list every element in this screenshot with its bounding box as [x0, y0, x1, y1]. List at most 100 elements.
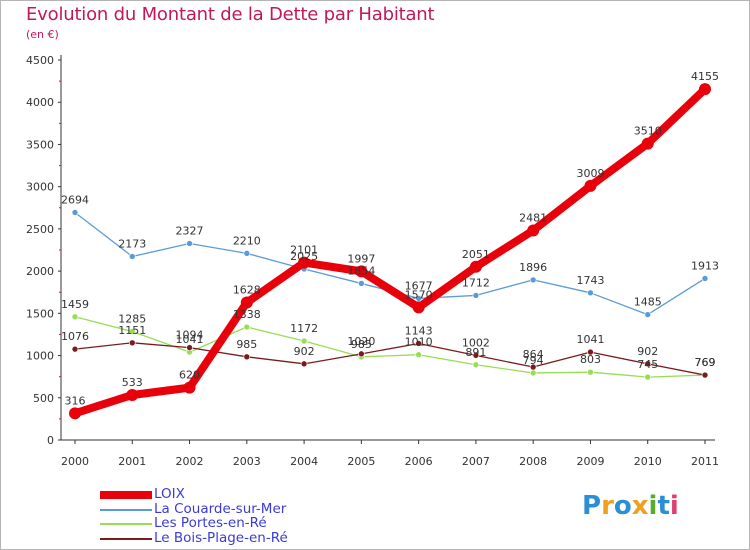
data-point [584, 179, 597, 192]
data-point [243, 250, 251, 257]
legend-swatch [100, 508, 152, 511]
data-point [472, 361, 480, 369]
data-point [300, 337, 308, 345]
data-label: 803 [580, 353, 601, 366]
data-label: 902 [294, 345, 315, 358]
x-tick-label: 2005 [347, 455, 375, 468]
x-tick-label: 2011 [691, 455, 719, 468]
data-label: 620 [179, 369, 200, 382]
series-line-0 [71, 85, 709, 418]
data-point [69, 407, 81, 420]
x-tick-label: 2000 [61, 455, 89, 468]
y-tick-label: 0 [47, 434, 54, 447]
data-point [644, 311, 652, 318]
data-point [699, 83, 711, 96]
logo-letter: i [669, 491, 679, 521]
data-point [358, 350, 365, 358]
x-tick-label: 2003 [233, 455, 261, 468]
data-point [358, 280, 365, 287]
logo-letter: o [613, 491, 632, 521]
data-label: 2210 [233, 234, 261, 247]
data-label: 1285 [118, 312, 146, 325]
data-label: 769 [695, 356, 716, 369]
data-label: 1076 [61, 330, 89, 343]
chart-title: Evolution du Montant de la Dette par Hab… [26, 4, 435, 25]
data-label: 1459 [61, 298, 89, 311]
legend-label: La Couarde-sur-Mer [154, 500, 287, 517]
data-label: 3510 [634, 125, 662, 138]
legend-swatch [100, 523, 152, 525]
data-label: 1628 [233, 284, 261, 297]
data-point [701, 275, 709, 282]
data-point [240, 296, 253, 309]
proxiti-logo: Proxiti [582, 491, 679, 521]
x-tick-label: 2004 [290, 455, 318, 468]
logo-letter: i [648, 491, 658, 521]
data-label: 2025 [290, 250, 318, 263]
data-point [415, 295, 422, 302]
y-tick-label: 3500 [26, 138, 54, 151]
data-label: 864 [523, 348, 544, 361]
data-point [355, 265, 368, 278]
data-label: 1854 [347, 264, 375, 277]
data-label: 1712 [462, 276, 490, 289]
data-label: 2173 [118, 238, 146, 251]
data-label: 1677 [405, 279, 433, 292]
legend-label: LOIX [154, 486, 185, 502]
legend-label: Le Bois-Plage-en-Ré [154, 529, 288, 546]
data-label: 1172 [290, 322, 318, 335]
data-point [527, 224, 540, 237]
data-label: 1743 [576, 274, 604, 287]
data-label: 1094 [176, 329, 204, 342]
x-tick-label: 2010 [634, 455, 662, 468]
data-label: 1913 [691, 259, 719, 272]
data-point [644, 360, 652, 368]
data-point [243, 353, 251, 361]
data-point [587, 368, 594, 376]
x-tick-label: 2008 [519, 455, 547, 468]
series-line-1 [74, 211, 706, 316]
data-point [529, 369, 537, 377]
data-label: 2481 [519, 211, 547, 224]
y-tick-label: 2500 [26, 223, 54, 236]
data-point [71, 209, 79, 216]
data-point [128, 253, 136, 260]
series-line-2 [74, 316, 706, 378]
data-label: 1010 [405, 336, 433, 349]
legend-swatch [100, 537, 152, 540]
data-label: 794 [523, 354, 544, 367]
x-tick-label: 2009 [576, 455, 604, 468]
data-point [300, 360, 308, 368]
data-point [644, 373, 652, 381]
data-label: 2327 [176, 224, 204, 237]
data-label: 1570 [405, 288, 433, 301]
y-tick-label: 4000 [26, 96, 54, 109]
chart-subtitle: (en €) [26, 28, 59, 41]
y-tick-label: 500 [33, 392, 54, 405]
y-tick-label: 1000 [26, 350, 54, 363]
data-point [128, 339, 136, 347]
x-tick-label: 2001 [118, 455, 146, 468]
series-line-3 [74, 342, 706, 376]
data-label: 533 [122, 376, 143, 389]
data-point [415, 351, 422, 359]
data-point [472, 292, 480, 299]
data-point [415, 340, 422, 347]
data-point [587, 289, 594, 297]
data-label: 1041 [176, 333, 204, 346]
x-tick-label: 2002 [176, 455, 204, 468]
y-tick-label: 2000 [26, 265, 54, 278]
data-point [128, 328, 136, 335]
data-label: 1151 [118, 324, 146, 337]
data-label: 2694 [61, 194, 89, 207]
data-label: 1338 [233, 308, 261, 321]
logo-letter: r [601, 491, 614, 521]
data-point [529, 276, 537, 284]
legend-label: Les Portes-en-Ré [154, 515, 267, 531]
data-point [641, 137, 654, 150]
data-label: 1896 [519, 261, 547, 274]
data-point [243, 323, 251, 331]
data-label: 1002 [462, 336, 490, 349]
data-point [126, 388, 139, 401]
